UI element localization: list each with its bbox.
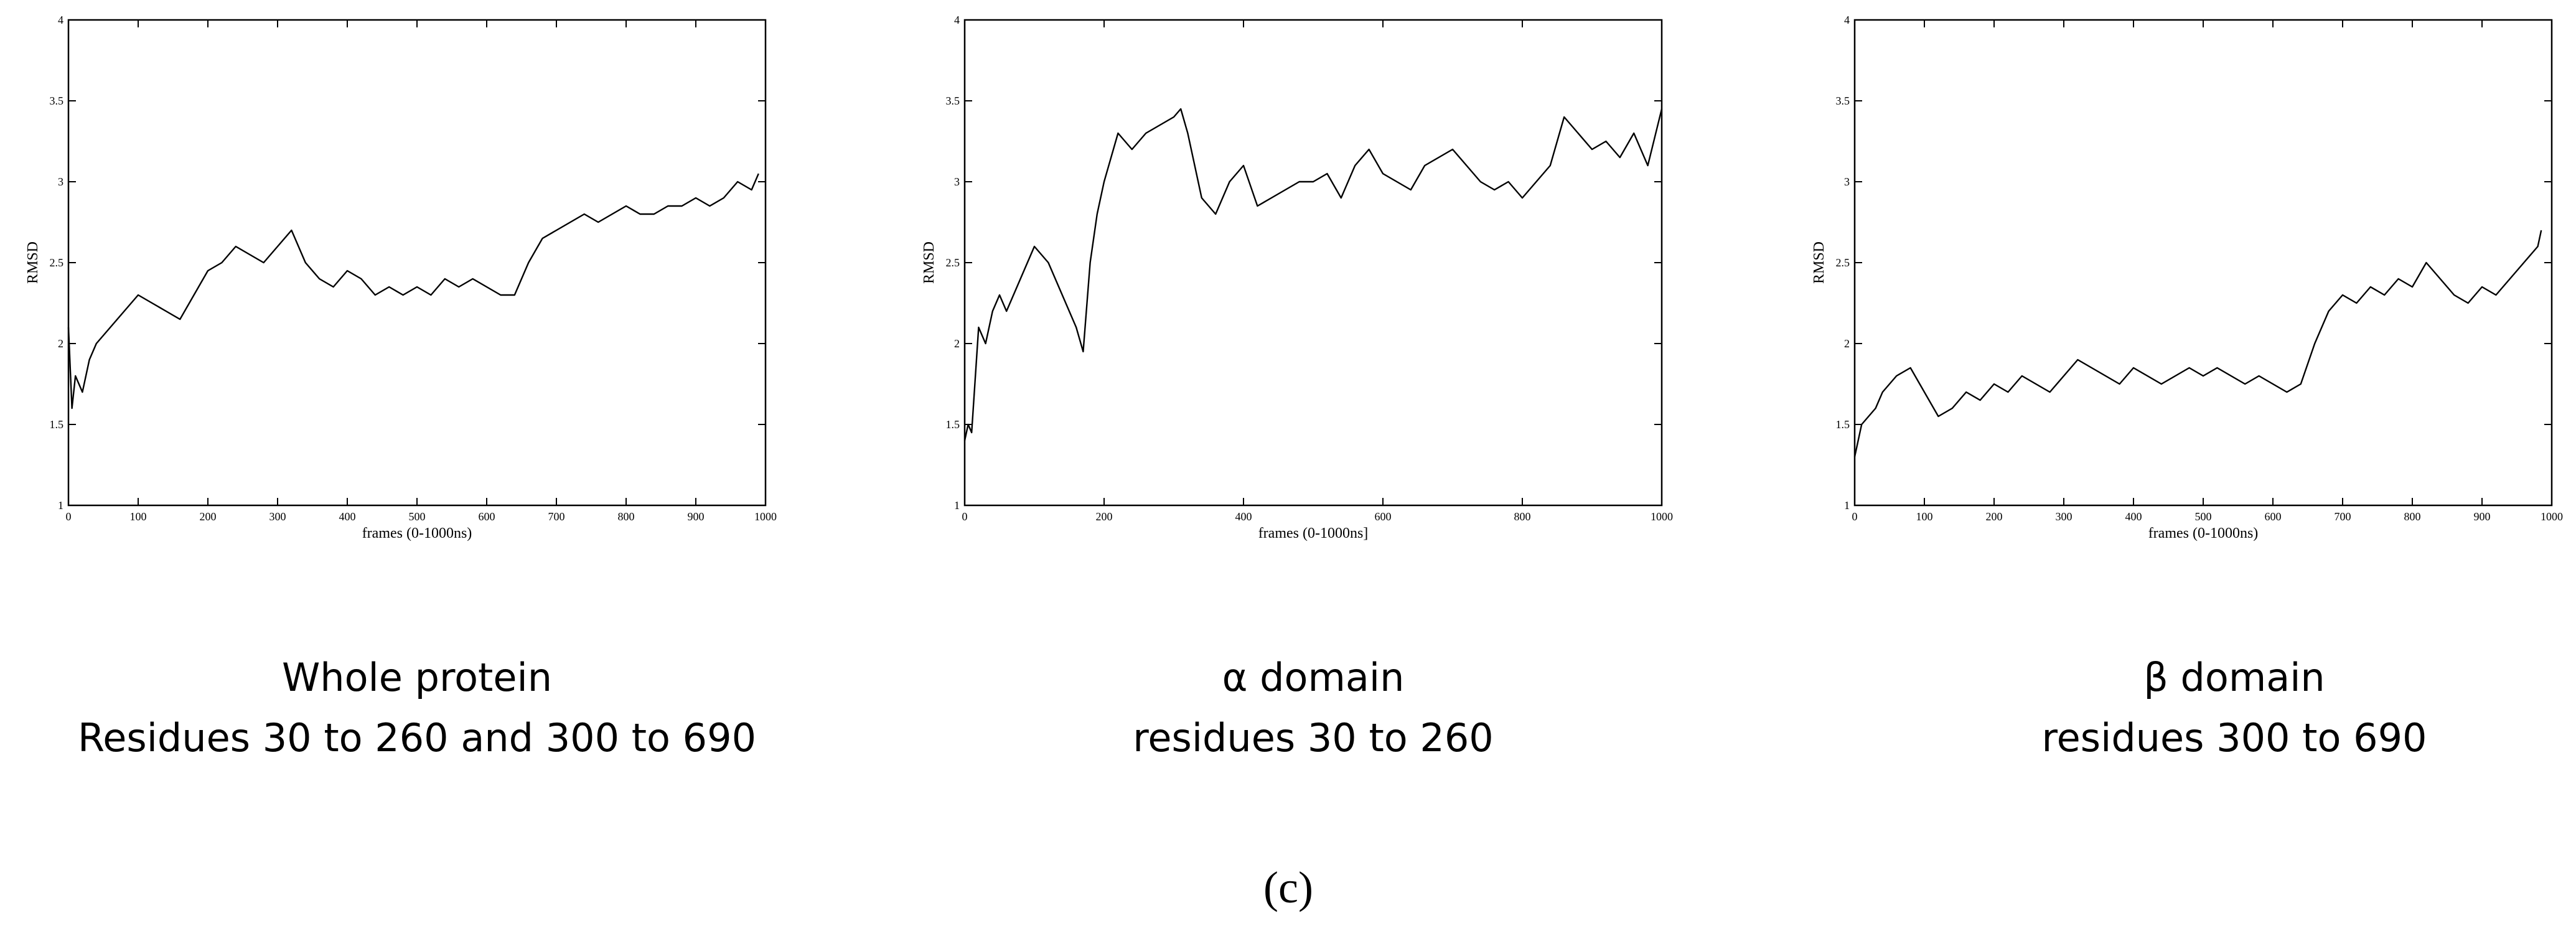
y-tick-label: 1 bbox=[954, 499, 960, 512]
x-tick-label: 500 bbox=[2195, 510, 2212, 523]
x-tick-label: 500 bbox=[409, 510, 426, 523]
x-tick-label: 900 bbox=[2474, 510, 2491, 523]
x-tick-label: 400 bbox=[1235, 510, 1252, 523]
x-axis-label: frames (0-1000ns) bbox=[362, 525, 472, 541]
x-tick-label: 800 bbox=[2404, 510, 2421, 523]
x-tick-label: 600 bbox=[479, 510, 495, 523]
rmsd-series-line bbox=[963, 108, 1663, 441]
caption-subtitle: Residues 30 to 260 and 300 to 690 bbox=[77, 715, 757, 761]
y-tick-label: 3 bbox=[58, 176, 63, 188]
y-tick-label: 3.5 bbox=[946, 95, 960, 107]
x-axis-label: frames (0-1000ns] bbox=[1258, 525, 1369, 541]
chart-beta-domain: 0 100 200 300 400 500 600 700 800 900 1000 1 1.5 2 2.5… bbox=[1811, 14, 2563, 541]
y-tick-label: 3.5 bbox=[1836, 95, 1850, 107]
x-tick-label: 800 bbox=[618, 510, 635, 523]
y-tick-label: 3.5 bbox=[50, 95, 64, 107]
y-axis-label: RMSD bbox=[25, 241, 41, 284]
caption-title: α domain bbox=[1222, 655, 1405, 700]
x-tick-label: 300 bbox=[2056, 510, 2073, 523]
x-tick-label: 600 bbox=[2265, 510, 2282, 523]
y-tick-label: 1.5 bbox=[946, 418, 960, 431]
x-tick-label: 200 bbox=[1096, 510, 1113, 523]
y-tick-label: 1 bbox=[1844, 499, 1850, 512]
x-tick-label: 1000 bbox=[2541, 510, 2563, 523]
y-axis-label: RMSD bbox=[921, 241, 937, 284]
x-tick-label: 100 bbox=[130, 510, 147, 523]
y-tick-label: 2 bbox=[1844, 337, 1850, 350]
x-tick-label: 200 bbox=[1986, 510, 2003, 523]
plot-frame bbox=[67, 19, 767, 507]
y-tick-label: 1.5 bbox=[50, 418, 64, 431]
x-tick-label: 400 bbox=[2125, 510, 2142, 523]
x-tick-label: 200 bbox=[200, 510, 217, 523]
x-tick-label: 700 bbox=[548, 510, 565, 523]
x-tick-label: 600 bbox=[1375, 510, 1392, 523]
x-axis-label: frames (0-1000ns) bbox=[2148, 525, 2259, 541]
chart-whole-protein: 0 100 200 300 400 500 600 700 800 900 1000 1 1.5 2 2.5… bbox=[25, 14, 777, 541]
y-tick-label: 2 bbox=[58, 337, 63, 350]
x-tick-label: 0 bbox=[1852, 510, 1858, 523]
y-tick-label: 4 bbox=[1844, 14, 1850, 26]
x-tick-label: 0 bbox=[962, 510, 968, 523]
x-tick-label: 700 bbox=[2335, 510, 2351, 523]
caption-subtitle: residues 300 to 690 bbox=[2041, 715, 2427, 761]
caption-title: β domain bbox=[2143, 655, 2325, 700]
y-tick-label: 2.5 bbox=[50, 256, 64, 269]
rmsd-series-line bbox=[67, 173, 759, 410]
x-tick-label: 100 bbox=[1916, 510, 1933, 523]
x-tick-label: 300 bbox=[269, 510, 286, 523]
y-axis-label: RMSD bbox=[1811, 241, 1827, 284]
y-tick-label: 2.5 bbox=[1836, 256, 1850, 269]
chart-alpha-domain: 0 200 400 600 800 1000 1 1.5 2 2.5 3 3.5 4 frames (0-… bbox=[921, 14, 1673, 541]
x-tick-label: 900 bbox=[688, 510, 705, 523]
caption-alpha-domain: α domain residues 30 to 260 bbox=[909, 647, 1718, 768]
rmsd-series-line bbox=[1853, 230, 2542, 457]
caption-title: Whole protein bbox=[282, 655, 552, 700]
y-tick-label: 4 bbox=[954, 14, 960, 26]
y-tick-label: 4 bbox=[58, 14, 63, 26]
panel-label: (c) bbox=[1263, 863, 1313, 912]
x-tick-label: 0 bbox=[66, 510, 72, 523]
caption-beta-domain: β domain residues 300 to 690 bbox=[1830, 647, 2576, 768]
x-tick-label: 1000 bbox=[1651, 510, 1673, 523]
x-tick-label: 1000 bbox=[754, 510, 777, 523]
caption-subtitle: residues 30 to 260 bbox=[1133, 715, 1494, 761]
y-tick-label: 3 bbox=[954, 176, 960, 188]
caption-whole-protein: Whole protein Residues 30 to 260 and 300… bbox=[12, 647, 822, 768]
y-tick-label: 1 bbox=[58, 499, 63, 512]
y-tick-label: 3 bbox=[1844, 176, 1850, 188]
x-tick-label: 800 bbox=[1514, 510, 1531, 523]
plot-frame bbox=[1853, 19, 2553, 507]
y-tick-label: 2 bbox=[954, 337, 960, 350]
x-tick-label: 400 bbox=[339, 510, 356, 523]
y-tick-label: 1.5 bbox=[1836, 418, 1850, 431]
y-tick-label: 2.5 bbox=[946, 256, 960, 269]
plot-frame bbox=[963, 19, 1663, 507]
